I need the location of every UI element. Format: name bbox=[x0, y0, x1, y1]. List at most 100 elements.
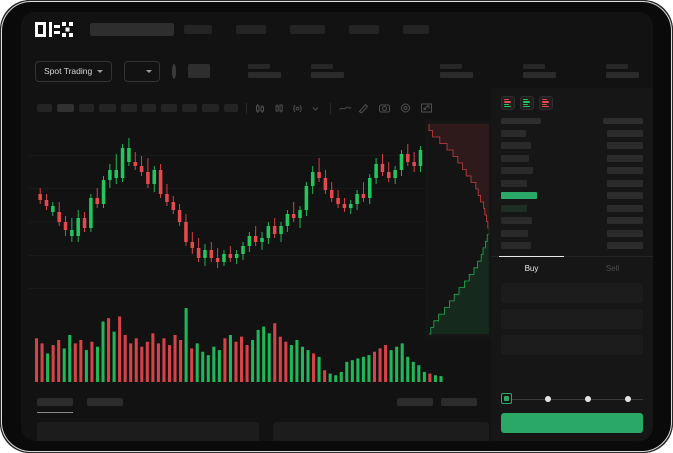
bottom-action-2[interactable] bbox=[441, 398, 477, 406]
gear-icon[interactable] bbox=[399, 102, 412, 115]
slider-stop-2[interactable] bbox=[585, 396, 591, 402]
tab-buy[interactable]: Buy bbox=[491, 255, 572, 279]
timeframe-button-2[interactable] bbox=[57, 104, 74, 112]
chevron-down-icon bbox=[97, 69, 104, 73]
timeframe-button-6[interactable] bbox=[142, 104, 156, 112]
stat-label bbox=[248, 63, 270, 69]
timeframe-button-1[interactable] bbox=[37, 104, 52, 112]
stat-label bbox=[440, 63, 462, 69]
market-type-dropdown[interactable]: Spot Trading bbox=[35, 60, 113, 82]
toolbar-divider bbox=[330, 102, 331, 114]
nav-item-5[interactable] bbox=[403, 24, 429, 34]
orderbook-mode-toggles bbox=[491, 88, 653, 116]
draw-icon[interactable] bbox=[357, 102, 370, 115]
timeframe-button-8[interactable] bbox=[182, 104, 197, 112]
bottom-panel-right[interactable] bbox=[273, 422, 489, 441]
camera-icon[interactable] bbox=[378, 102, 391, 115]
toolbar-divider bbox=[246, 102, 247, 114]
timeframe-button-4[interactable] bbox=[99, 104, 116, 112]
stat-24h-change bbox=[248, 63, 281, 79]
orderbook-ask-row[interactable] bbox=[501, 167, 643, 175]
orderbook-ask-row[interactable] bbox=[501, 179, 643, 187]
slider-stop-3[interactable] bbox=[625, 396, 631, 402]
chart-gridlines bbox=[29, 154, 483, 290]
stat-24h-high bbox=[311, 63, 344, 79]
stat-value bbox=[523, 72, 556, 79]
orderbook-bid-row[interactable] bbox=[501, 204, 643, 212]
order-total-field[interactable] bbox=[501, 334, 643, 355]
orderbook-mode-bids[interactable] bbox=[520, 96, 534, 110]
nav-item-4[interactable] bbox=[349, 24, 379, 34]
stat-extra bbox=[606, 63, 639, 79]
nav-item-1[interactable] bbox=[184, 24, 212, 34]
order-amount-field[interactable] bbox=[501, 308, 643, 329]
stat-label bbox=[606, 63, 628, 69]
line-chart-icon[interactable] bbox=[339, 102, 352, 115]
slider-stop-1[interactable] bbox=[545, 396, 551, 402]
nav-item-3[interactable] bbox=[290, 24, 325, 34]
slider-track bbox=[505, 398, 643, 400]
orderbook-mode-asks[interactable] bbox=[539, 96, 553, 110]
orders-tabs bbox=[21, 390, 491, 413]
pair-coin-avatar bbox=[171, 63, 177, 79]
stat-24h-volume bbox=[440, 63, 473, 79]
stat-label bbox=[311, 63, 333, 69]
nav-item-2[interactable] bbox=[236, 24, 266, 34]
tab-sell[interactable]: Sell bbox=[605, 263, 620, 273]
stat-value bbox=[311, 72, 344, 79]
orderbook[interactable] bbox=[491, 116, 653, 250]
orderbook-header-row bbox=[501, 118, 643, 124]
orderbook-header-amount bbox=[603, 118, 643, 124]
depth-series bbox=[426, 122, 490, 336]
orders-section bbox=[21, 390, 491, 441]
search-input[interactable] bbox=[90, 22, 174, 36]
orderbook-ask-row[interactable] bbox=[501, 142, 643, 150]
orderbook-bid-row[interactable] bbox=[501, 229, 643, 237]
app-screen: Spot Trading bbox=[21, 12, 653, 441]
timeframe-button-9[interactable] bbox=[202, 104, 219, 112]
compare-icon[interactable] bbox=[291, 102, 304, 115]
fullscreen-icon[interactable] bbox=[420, 102, 433, 115]
slider-handle[interactable] bbox=[501, 393, 512, 404]
last-price-value bbox=[188, 64, 210, 78]
price-chart-panel[interactable] bbox=[21, 118, 491, 390]
orderbook-bid-row[interactable] bbox=[501, 242, 643, 250]
trade-panel: Buy Sell bbox=[491, 88, 653, 441]
timeframe-button-3[interactable] bbox=[79, 104, 94, 112]
orderbook-mode-both[interactable] bbox=[501, 96, 515, 110]
chart-toolbar bbox=[21, 98, 653, 118]
orderbook-ask-row[interactable] bbox=[501, 154, 643, 162]
orders-actions bbox=[397, 398, 477, 406]
ticker-bar: Spot Trading bbox=[21, 54, 653, 88]
orderbook-last-price bbox=[501, 192, 643, 200]
depth-chart-overlay bbox=[425, 120, 491, 340]
timeframe-button-7[interactable] bbox=[161, 104, 177, 112]
candlestick-chart bbox=[29, 136, 483, 382]
chevron-down-icon[interactable] bbox=[309, 102, 322, 115]
timeframe-button-10[interactable] bbox=[224, 104, 238, 112]
chevron-down-icon bbox=[145, 69, 152, 73]
tab-open-orders[interactable] bbox=[37, 398, 73, 413]
stat-24h-turnover bbox=[523, 63, 556, 79]
bottom-panel-left[interactable] bbox=[37, 422, 259, 441]
orders-panels bbox=[37, 422, 489, 441]
stat-label bbox=[523, 63, 545, 69]
bottom-action-1[interactable] bbox=[397, 398, 433, 406]
orderbook-bid-row[interactable] bbox=[501, 217, 643, 225]
timeframe-button-5[interactable] bbox=[121, 104, 137, 112]
amount-percent-slider[interactable] bbox=[501, 393, 643, 405]
stat-value bbox=[248, 72, 281, 79]
okx-logo[interactable] bbox=[35, 21, 73, 37]
order-side-tabs: Buy Sell bbox=[491, 255, 653, 279]
place-order-button[interactable] bbox=[501, 413, 643, 433]
order-price-field[interactable] bbox=[501, 282, 643, 303]
volume-histogram bbox=[35, 308, 443, 382]
stat-value bbox=[606, 72, 639, 79]
stat-value bbox=[440, 72, 473, 79]
market-type-label: Spot Trading bbox=[44, 66, 93, 76]
orderbook-ask-row[interactable] bbox=[501, 129, 643, 137]
trading-pair-dropdown[interactable] bbox=[124, 60, 160, 82]
indicators-icon[interactable] bbox=[273, 102, 286, 115]
chart-type-icon[interactable] bbox=[255, 102, 268, 115]
tab-order-history[interactable] bbox=[87, 398, 123, 406]
